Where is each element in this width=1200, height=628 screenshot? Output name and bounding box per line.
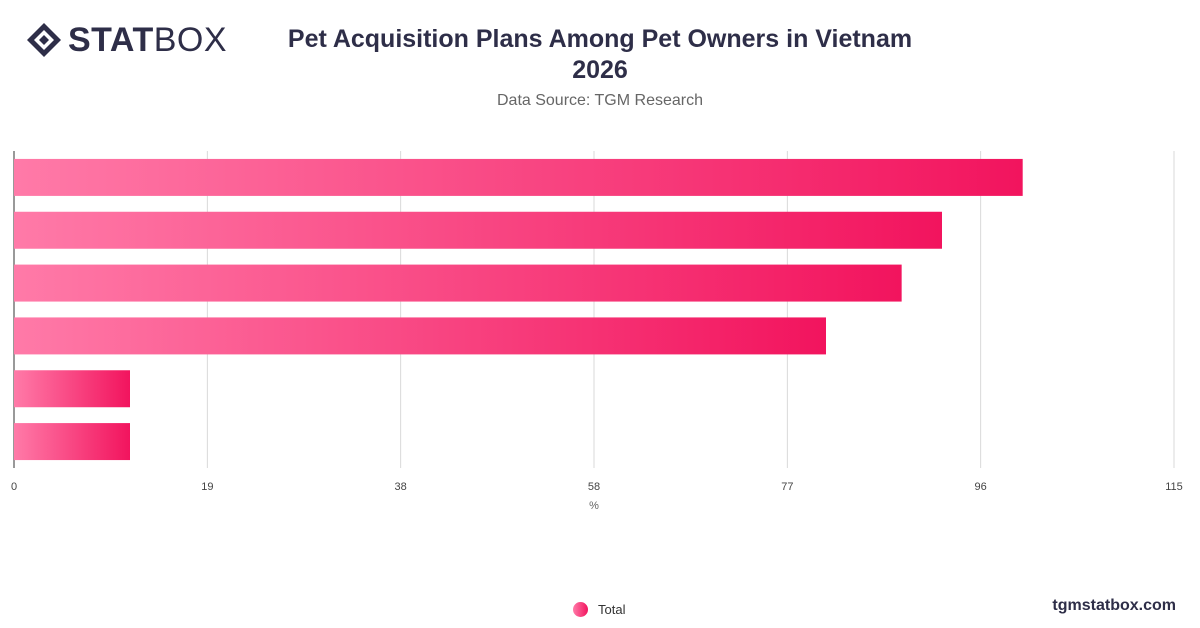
bar[interactable]	[14, 264, 902, 302]
bars	[14, 158, 1023, 461]
legend-marker-icon	[573, 602, 588, 617]
bar[interactable]	[14, 370, 130, 408]
legend-label: Total	[598, 602, 626, 617]
chart-subtitle: Data Source: TGM Research	[496, 92, 703, 109]
gridlines	[13, 151, 1175, 468]
chart-title-line1: Pet Acquisition Plans Among Pet Owners i…	[287, 25, 913, 53]
x-tick-label: 19	[201, 481, 213, 493]
bar[interactable]	[14, 317, 826, 355]
statbox-logo: STATBOX	[26, 22, 227, 58]
x-tick-label: 96	[975, 481, 987, 493]
bar[interactable]	[14, 211, 942, 249]
legend[interactable]: Total	[573, 602, 625, 617]
x-tick-label: 0	[11, 481, 17, 493]
x-tick-label: 77	[781, 481, 793, 493]
x-tick-label: 38	[395, 481, 407, 493]
x-axis-label: %	[589, 500, 599, 512]
logo-wordmark: STATBOX	[68, 21, 228, 59]
chart-title: Pet Acquisition Plans Among Pet Owners i…	[220, 24, 980, 86]
chart-title-line2: 2026	[572, 56, 628, 84]
x-tick-label: 58	[588, 481, 600, 493]
x-tick-label: 115	[1165, 481, 1183, 493]
bar[interactable]	[14, 158, 1023, 196]
bar[interactable]	[14, 423, 130, 461]
footer-site-link[interactable]: tgmstatbox.com	[1052, 597, 1176, 614]
x-axis-ticks: 0 19 38 58 77 96 115	[11, 481, 1183, 493]
statbox-diamond-icon	[27, 23, 61, 57]
